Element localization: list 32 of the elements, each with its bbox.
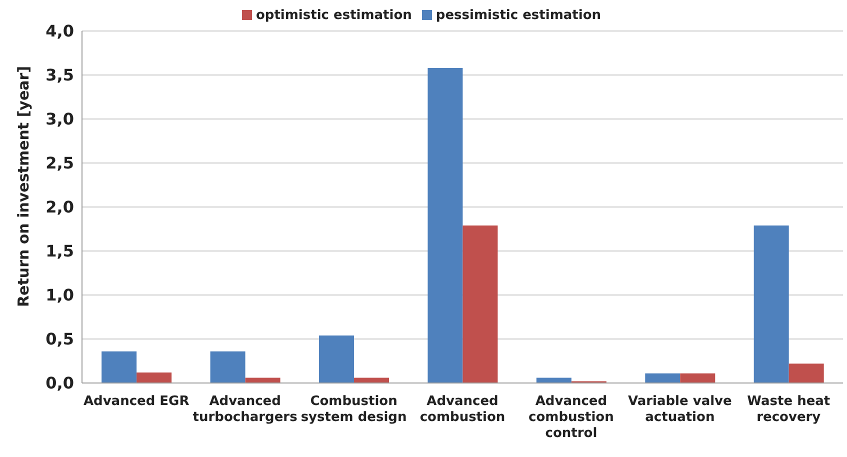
y-tick-label: 2,5 bbox=[46, 154, 74, 173]
y-tick-label: 1,5 bbox=[46, 242, 74, 261]
bar bbox=[428, 68, 463, 383]
bar bbox=[136, 372, 172, 383]
bar bbox=[680, 373, 716, 383]
bar bbox=[102, 351, 137, 383]
bar bbox=[788, 364, 824, 383]
y-tick-label: 3,5 bbox=[46, 66, 74, 85]
y-tick-label: 0,0 bbox=[46, 374, 74, 393]
y-tick-label: 4,0 bbox=[46, 22, 74, 41]
bar bbox=[318, 335, 354, 383]
legend-label: pessimistic estimation bbox=[436, 8, 602, 23]
y-tick-label: 3,0 bbox=[46, 110, 74, 129]
bar bbox=[354, 378, 389, 383]
y-axis-title: Return on investment [year] bbox=[14, 66, 32, 307]
x-tick-label: Combustion system design bbox=[300, 394, 407, 425]
y-tick-label: 0,5 bbox=[46, 330, 74, 349]
bar bbox=[536, 378, 572, 383]
bar bbox=[645, 373, 680, 383]
y-tick-label: 2,0 bbox=[46, 198, 74, 217]
x-tick-label: Variable valve actuation bbox=[628, 394, 732, 425]
legend-label: optimistic estimation bbox=[256, 8, 412, 23]
x-tick-label: Advanced EGR bbox=[83, 394, 190, 409]
x-tick-label: Advanced combustion control bbox=[528, 394, 614, 441]
bar bbox=[245, 378, 280, 383]
bar bbox=[210, 351, 246, 383]
bar bbox=[462, 225, 498, 383]
x-tick-label: Waste heat recovery bbox=[747, 394, 830, 425]
x-tick-label: Advanced combustion bbox=[420, 394, 506, 425]
y-tick-label: 1,0 bbox=[46, 286, 74, 305]
bar bbox=[754, 225, 789, 383]
x-tick-label: Advanced turbochargers bbox=[192, 394, 298, 425]
